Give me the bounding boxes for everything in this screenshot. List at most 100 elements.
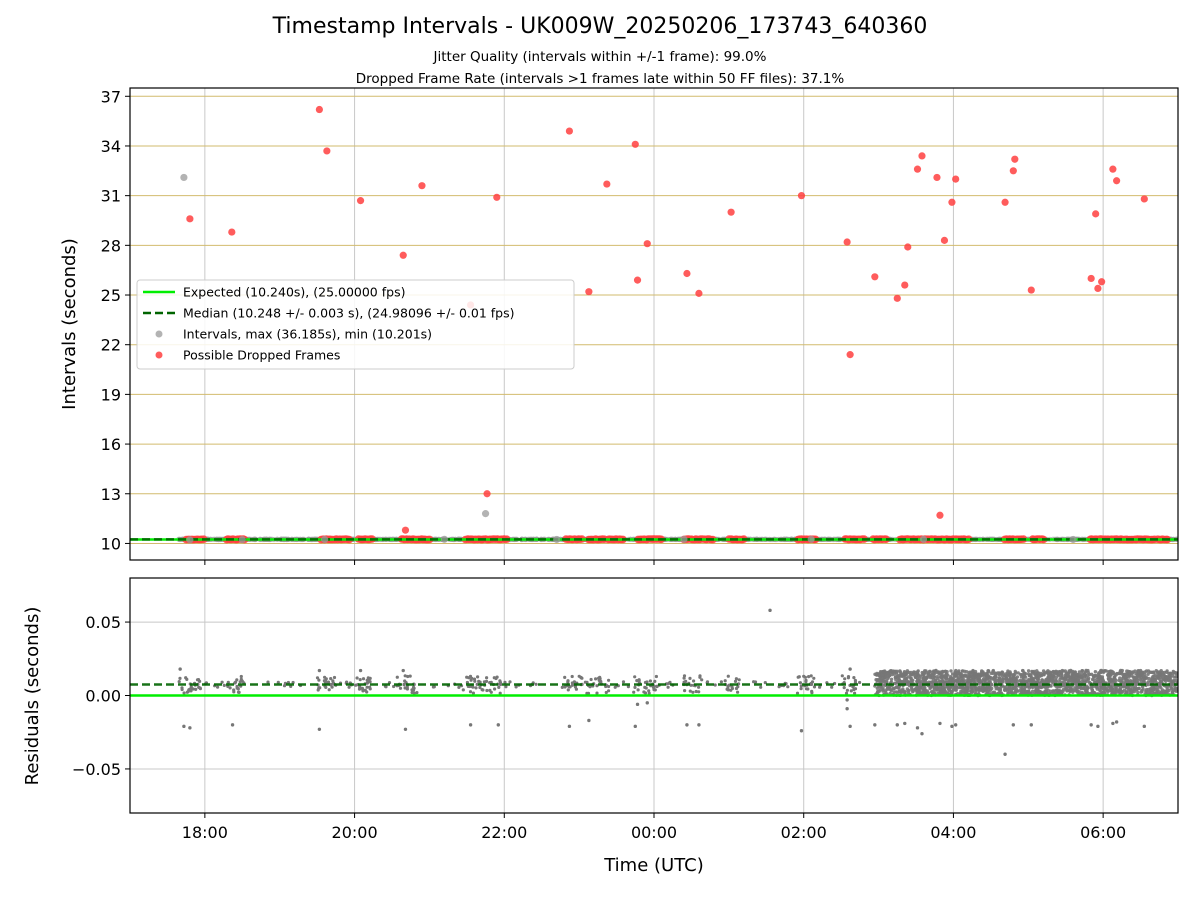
residual-point — [461, 688, 465, 692]
residual-point — [1021, 687, 1026, 692]
residual-point — [395, 675, 399, 679]
residual-point — [922, 686, 926, 691]
dropped-frame-point — [603, 180, 611, 188]
residual-point — [977, 688, 982, 692]
y-tick-label: 0.05 — [85, 613, 121, 632]
residual-point — [844, 691, 849, 695]
residual-point — [985, 674, 989, 678]
residual-point — [368, 680, 372, 684]
residual-point — [964, 670, 969, 674]
residual-point — [694, 689, 698, 694]
residual-point — [1158, 674, 1163, 678]
residual-point — [587, 718, 591, 723]
residual-point — [682, 680, 686, 684]
residual-point — [560, 685, 564, 690]
residual-point — [595, 691, 599, 695]
dropped-frame-point — [356, 197, 365, 205]
residual-point — [643, 685, 647, 690]
residual-point — [911, 689, 915, 693]
residual-point — [1165, 688, 1170, 692]
residual-point — [666, 685, 670, 689]
residual-point — [956, 671, 960, 675]
residual-point — [730, 685, 734, 689]
residual-point — [904, 677, 909, 681]
residual-point — [909, 678, 913, 682]
dropped-frame-point — [871, 273, 879, 281]
chart-title: Timestamp Intervals - UK009W_20250206_17… — [272, 14, 928, 39]
x-tick-label: 00:00 — [631, 823, 677, 842]
residual-point — [598, 675, 602, 679]
residual-point — [1139, 679, 1144, 683]
residual-point — [1067, 678, 1072, 683]
residual-point — [975, 687, 979, 691]
residual-point — [177, 680, 181, 684]
residual-point — [188, 726, 192, 730]
residual-point — [1089, 723, 1093, 727]
dropped-frame-point — [846, 351, 854, 359]
residual-point — [890, 672, 894, 677]
residual-point — [358, 685, 362, 690]
residual-point — [933, 669, 938, 673]
residual-point — [1119, 670, 1124, 675]
residual-point — [1031, 689, 1035, 693]
residual-point — [1044, 678, 1048, 683]
residual-point — [993, 680, 998, 684]
dropped-frame-point — [695, 289, 703, 297]
residual-point — [604, 690, 608, 695]
residual-point — [1118, 690, 1122, 694]
residual-point — [881, 689, 885, 693]
residual-point — [1124, 672, 1128, 676]
residual-point — [317, 727, 322, 731]
residual-point — [977, 677, 981, 681]
residual-point — [943, 669, 948, 674]
residual-point — [798, 681, 803, 685]
residual-point — [1055, 675, 1059, 679]
residual-point — [799, 729, 804, 733]
residual-point — [514, 685, 518, 689]
residual-point — [940, 670, 945, 674]
residual-point — [1125, 669, 1129, 673]
dropped-frame-point — [913, 165, 922, 173]
residual-point — [1159, 669, 1163, 673]
residual-point — [1059, 690, 1064, 694]
residual-point — [795, 691, 800, 695]
residual-point — [806, 687, 810, 691]
residual-point — [840, 674, 844, 678]
dropped-frame-point — [399, 251, 407, 259]
residual-point — [1174, 675, 1178, 679]
residual-point — [960, 674, 964, 679]
residual-point — [891, 687, 896, 691]
residual-point — [485, 676, 489, 680]
residual-point — [1060, 672, 1064, 676]
residual-point — [845, 707, 849, 711]
residual-point — [713, 683, 717, 687]
residual-point — [478, 685, 482, 690]
residual-point — [1036, 676, 1040, 680]
dropped-frame-point — [904, 243, 912, 251]
residual-point — [809, 674, 813, 678]
residual-point — [895, 723, 899, 727]
residual-point — [566, 679, 570, 683]
residual-point — [182, 724, 186, 729]
residual-point — [180, 686, 184, 690]
dropped-frame-point — [323, 147, 331, 155]
residual-point — [239, 674, 243, 679]
residual-point — [921, 691, 925, 695]
residual-point — [1022, 691, 1026, 695]
residual-point — [873, 723, 877, 727]
dropped-frame-point — [1098, 278, 1106, 286]
residual-point — [688, 689, 692, 693]
interval-point — [180, 173, 188, 182]
dropped-frame-point — [401, 526, 410, 534]
residual-point — [1171, 680, 1176, 684]
residual-point — [980, 686, 985, 690]
chart-subtitle-dropped: Dropped Frame Rate (intervals >1 frames … — [355, 71, 845, 87]
residual-point — [406, 674, 410, 679]
residual-point — [1140, 672, 1144, 676]
residual-point — [481, 688, 485, 692]
residual-point — [402, 683, 406, 687]
residual-point — [626, 685, 631, 689]
residual-point — [924, 690, 928, 694]
residual-point — [935, 675, 939, 679]
residual-point — [1128, 679, 1133, 683]
